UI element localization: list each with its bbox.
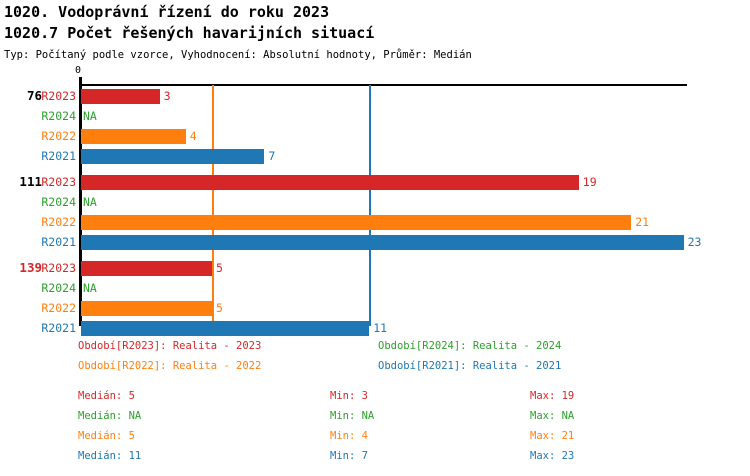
stat-min-r2024: Min: NA	[330, 410, 375, 422]
chart-legend: Období[R2023]: Realita - 2023 Období[R202…	[0, 338, 750, 378]
row-label-r2021: R2021	[41, 235, 76, 249]
bar-value-label: 4	[189, 129, 197, 143]
chart-plot-area: 0 76 R2023 3 R2024 NA R2022 4 R2021 7 111 R2023 19 R…	[0, 65, 750, 336]
median-line-r2022	[212, 85, 214, 326]
bar-r2021[interactable]	[81, 235, 684, 250]
bar-r2021[interactable]	[81, 321, 370, 336]
bar-value-label: NA	[83, 195, 97, 209]
bar-value-label: 3	[163, 89, 171, 103]
chart-row: R2024 NA	[0, 106, 750, 126]
legend-item-r2024[interactable]: Období[R2024]: Realita - 2024	[378, 340, 562, 352]
chart-row: R2022 5	[0, 298, 750, 318]
row-label-r2024: R2024	[41, 281, 76, 295]
bar-r2023[interactable]	[81, 175, 579, 190]
title-block: 1020. Vodoprávní řízení do roku 2023 102…	[4, 2, 472, 63]
stat-min-r2022: Min: 4	[330, 430, 368, 442]
group-total-label: 139	[19, 260, 42, 275]
chart-meta-line: Typ: Počítaný podle vzorce, Vyhodnocení:…	[4, 49, 472, 61]
stat-min-r2021: Min: 7	[330, 450, 368, 462]
stat-max-r2021: Max: 23	[530, 450, 575, 462]
chart-row: R2022 4	[0, 126, 750, 146]
bar-value-label: NA	[83, 281, 97, 295]
axis-tick-label-0: 0	[75, 65, 82, 76]
stat-max-r2022: Max: 21	[530, 430, 575, 442]
axis-top-line	[80, 84, 687, 86]
row-label-r2023: R2023	[41, 175, 76, 189]
group-total-label: 111	[19, 174, 42, 189]
bar-r2021[interactable]	[81, 149, 265, 164]
stat-median-r2023: Medián: 5	[78, 390, 135, 402]
group-total-label: 76	[26, 88, 42, 103]
row-label-r2023: R2023	[41, 89, 76, 103]
chart-row: 111 R2023 19	[0, 172, 750, 192]
legend-item-r2021[interactable]: Období[R2021]: Realita - 2021	[378, 360, 562, 372]
chart-row: R2024 NA	[0, 192, 750, 212]
stat-max-r2023: Max: 19	[530, 390, 575, 402]
chart-row: R2021 11	[0, 318, 750, 338]
row-label-wrap: R2024	[0, 278, 76, 298]
chart-row: R2022 21	[0, 212, 750, 232]
bar-value-label: 23	[687, 235, 702, 249]
bar-value-label: 5	[216, 301, 223, 315]
bar-value-label: 11	[373, 321, 388, 335]
chart-row: R2021 23	[0, 232, 750, 252]
chart-row: R2021 7	[0, 146, 750, 166]
row-label-wrap: R2023	[0, 172, 76, 192]
bar-value-label: 21	[635, 215, 650, 229]
legend-item-r2023[interactable]: Období[R2023]: Realita - 2023	[78, 340, 262, 352]
row-label-r2022: R2022	[41, 215, 76, 229]
row-label-wrap: R2023	[0, 86, 76, 106]
page-title: 1020. Vodoprávní řízení do roku 2023	[4, 3, 330, 21]
median-line-r2021	[369, 85, 372, 326]
bar-r2022[interactable]	[81, 301, 212, 316]
axis-zero-line	[79, 84, 82, 326]
chart-row: 76 R2023 3	[0, 86, 750, 106]
row-label-wrap: R2024	[0, 106, 76, 126]
row-label-wrap: R2024	[0, 192, 76, 212]
legend-item-r2022[interactable]: Období[R2022]: Realita - 2022	[78, 360, 262, 372]
row-label-r2022: R2022	[41, 301, 76, 315]
bar-value-label: NA	[83, 109, 97, 123]
row-label-wrap: R2022	[0, 212, 76, 232]
page-subtitle: 1020.7 Počet řešených havarijních situac…	[4, 24, 375, 42]
row-label-wrap: R2021	[0, 318, 76, 338]
chart-row: R2024 NA	[0, 278, 750, 298]
row-label-wrap: R2023	[0, 258, 76, 278]
row-label-r2024: R2024	[41, 109, 76, 123]
row-label-r2021: R2021	[41, 321, 76, 335]
row-label-r2022: R2022	[41, 129, 76, 143]
bar-r2022[interactable]	[81, 215, 632, 230]
stat-max-r2024: Max: NA	[530, 410, 575, 422]
group-total: 76	[0, 86, 42, 106]
bar-r2023[interactable]	[81, 261, 212, 276]
stat-min-r2023: Min: 3	[330, 390, 368, 402]
stat-median-r2022: Medián: 5	[78, 430, 135, 442]
row-label-wrap: R2021	[0, 232, 76, 252]
bar-r2023[interactable]	[81, 89, 160, 104]
axis-zero-tick	[79, 77, 82, 85]
row-label-r2021: R2021	[41, 149, 76, 163]
row-label-r2023: R2023	[41, 261, 76, 275]
bar-value-label: 19	[582, 175, 597, 189]
row-label-wrap: R2021	[0, 146, 76, 166]
row-label-r2024: R2024	[41, 195, 76, 209]
stat-median-r2024: Medián: NA	[78, 410, 142, 422]
row-label-wrap: R2022	[0, 298, 76, 318]
row-label-wrap: R2022	[0, 126, 76, 146]
group-total: 139	[0, 258, 42, 278]
group-total: 111	[0, 172, 42, 192]
bar-value-label: 5	[216, 261, 223, 275]
chart-stats-table: Medián: 5 Min: 3 Max: 19 Medián: NA Min: NA M…	[0, 388, 750, 474]
chart-row: 139 R2023 5	[0, 258, 750, 278]
stat-median-r2021: Medián: 11	[78, 450, 142, 462]
bar-r2022[interactable]	[81, 129, 186, 144]
bar-value-label: 7	[268, 149, 276, 163]
